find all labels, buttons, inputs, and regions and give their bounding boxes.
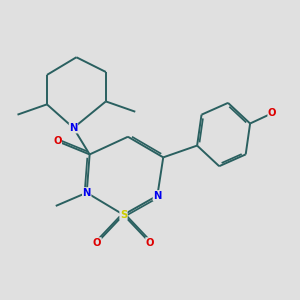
Text: O: O <box>268 108 276 118</box>
Text: N: N <box>153 190 161 201</box>
Text: N: N <box>69 123 78 133</box>
Text: O: O <box>146 238 154 248</box>
Text: N: N <box>82 188 91 198</box>
Text: S: S <box>120 210 127 220</box>
Text: O: O <box>93 238 101 248</box>
Text: O: O <box>53 136 61 146</box>
